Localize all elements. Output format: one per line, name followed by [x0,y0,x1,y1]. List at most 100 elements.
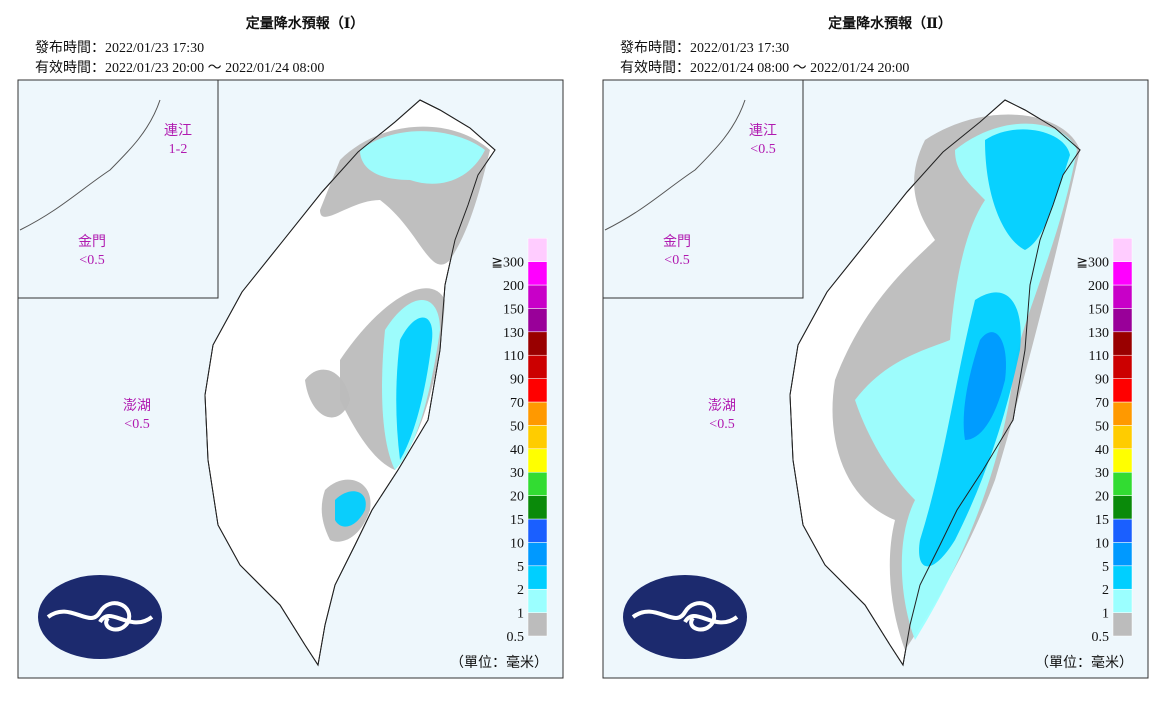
panel: 定量降水預報（Ⅰ） 發布時間：2022/01/23 17:30 有效時間：2022/… [17,15,564,679]
legend-label: 1 [1102,607,1109,622]
legend-swatch [1112,425,1133,450]
island-name: 澎湖 [123,398,151,414]
legend-swatch [527,331,548,356]
legend-swatch [527,518,548,543]
island-amount: <0.5 [750,142,775,157]
rain-area [963,332,1006,440]
legend-swatch [527,401,548,426]
legend-swatch [1112,588,1133,613]
legend-swatch [1112,565,1133,590]
legend-swatch [1112,237,1133,262]
legend-label: 30 [1095,466,1109,481]
taiwan-border [204,99,496,667]
unit-label: （單位：毫米） [450,654,548,671]
legend-label: 150 [503,302,524,317]
legend-label: ≧300 [491,256,524,271]
valid-time: 有效時間：2022/01/23 20:00 ～ 2022/01/24 08:00 [35,60,324,76]
legend-label: 10 [1095,536,1109,551]
legend-label: 10 [510,536,524,551]
rain-area [335,491,366,527]
legend-label: 50 [510,419,524,434]
legend-label: 90 [1095,373,1109,388]
logo [623,575,747,659]
legend-swatch [527,471,548,496]
legend-label: 70 [1095,396,1109,411]
legend-label: 110 [1089,349,1109,364]
legend-label: 30 [510,466,524,481]
coastline [19,99,161,231]
legend-label: 15 [510,513,524,528]
legend-swatch [527,542,548,567]
legend-swatch [527,284,548,309]
logo [38,575,162,659]
island-name: 金門 [663,234,691,250]
island-amount: 1-2 [169,142,188,157]
legend-label: 0.5 [507,630,525,645]
island-amount: <0.5 [124,417,149,432]
rain-area [360,131,485,184]
legend-swatch [1112,448,1133,473]
island-amount: <0.5 [664,253,689,268]
legend-label: 40 [1095,443,1109,458]
rain-area [985,129,1070,250]
legend-label: 130 [503,326,524,341]
legend-swatch [527,495,548,520]
legend-label: 150 [1088,302,1109,317]
panel: 定量降水預報（Ⅱ） 發布時間：2022/01/23 17:30 有效時間：2022/… [602,15,1149,679]
legend-label: 5 [517,560,524,575]
logo-swirl [631,601,739,632]
legend-swatch [527,237,548,262]
island-name: 金門 [78,234,106,250]
legend-swatch [1112,354,1133,379]
legend-swatch [1112,331,1133,356]
legend-swatch [1112,495,1133,520]
legend-swatch [1112,542,1133,567]
legend-swatch [1112,612,1133,637]
island-name: 澎湖 [708,398,736,414]
legend-label: 0.5 [1092,630,1110,645]
legend-label: 200 [1088,279,1109,294]
logo-swirl [46,601,154,632]
legend-swatch [1112,284,1133,309]
panel-title: 定量降水預報（Ⅰ） [246,15,365,32]
legend-swatch [527,308,548,333]
coastline [604,99,746,231]
island-amount: <0.5 [709,417,734,432]
island-name: 連江 [164,123,192,139]
legend-label: 70 [510,396,524,411]
inset-frame [602,79,804,299]
legend-swatch [527,565,548,590]
panel-title: 定量降水預報（Ⅱ） [828,15,952,32]
inset-frame [17,79,219,299]
legend-swatch [527,448,548,473]
legend-label: 1 [517,607,524,622]
legend-swatch [527,354,548,379]
legend-label: ≧300 [1076,256,1109,271]
legend-swatch [1112,401,1133,426]
unit-label: （單位：毫米） [1035,654,1133,671]
legend-swatch [1112,518,1133,543]
legend-label: 50 [1095,419,1109,434]
issued-time: 發布時間：2022/01/23 17:30 [620,40,789,56]
legend-swatch [1112,471,1133,496]
legend-label: 40 [510,443,524,458]
legend-label: 20 [1095,490,1109,505]
issued-time: 發布時間：2022/01/23 17:30 [35,40,204,56]
legend-label: 130 [1088,326,1109,341]
legend-label: 15 [1095,513,1109,528]
legend-swatch [527,588,548,613]
legend-label: 110 [504,349,524,364]
rain-area [305,369,350,418]
valid-time: 有效時間：2022/01/24 08:00 ～ 2022/01/24 20:00 [620,60,909,76]
legend-swatch [527,378,548,403]
legend-swatch [527,261,548,286]
legend-swatch [1112,308,1133,333]
legend-label: 90 [510,373,524,388]
legend-swatch [1112,378,1133,403]
legend-swatch [1112,261,1133,286]
island-amount: <0.5 [79,253,104,268]
legend-swatch [527,612,548,637]
legend-swatch [527,425,548,450]
